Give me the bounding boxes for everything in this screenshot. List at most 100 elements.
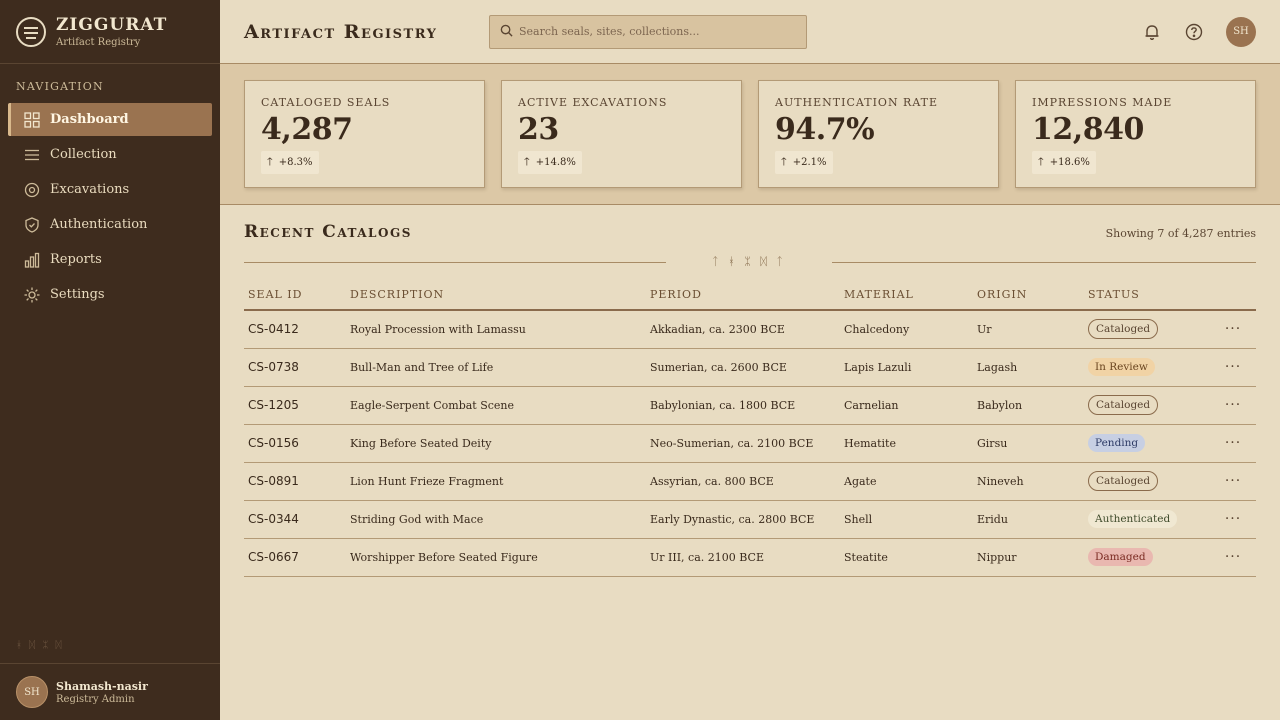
stat-delta-badge: 🡑 +2.1%: [775, 151, 833, 174]
sidebar-item-reports[interactable]: Reports: [8, 243, 212, 276]
period: Babylonian, ca. 1800 BCE: [646, 386, 840, 425]
brand-subtitle: Artifact Registry: [56, 37, 141, 48]
row-more-icon[interactable]: ···: [1206, 538, 1256, 577]
material: Lapis Lazuli: [840, 348, 973, 387]
help-icon[interactable]: [1182, 20, 1206, 44]
description: Worshipper Before Seated Figure: [346, 538, 646, 577]
table-header-row: SEAL ID DESCRIPTION PERIOD MATERIAL ORIG…: [244, 280, 1256, 311]
seal-id: CS-0156: [244, 424, 346, 463]
arrow-up-icon: 🡑: [781, 155, 787, 168]
search-bar[interactable]: [489, 14, 807, 49]
material: Carnelian: [840, 386, 973, 425]
sidebar-item-collection[interactable]: Collection: [8, 138, 212, 171]
status-badge: Damaged: [1088, 548, 1153, 566]
seal-id: CS-1205: [244, 386, 346, 425]
row-more-icon[interactable]: ···: [1206, 462, 1256, 501]
material: Hematite: [840, 424, 973, 463]
sidebar: ZIGGURAT Artifact Registry NAVIGATION Da…: [0, 0, 220, 720]
stat-card-cataloged-seals: CATALOGED SEALS 4,287 🡑 +8.3%: [244, 80, 485, 188]
stat-card-authentication-rate: AUTHENTICATION RATE 94.7% 🡑 +2.1%: [758, 80, 999, 188]
origin: Lagash: [973, 348, 1084, 387]
brand-name: ZIGGURAT: [56, 15, 168, 35]
sidebar-item-label: Collection: [50, 147, 117, 162]
period: Early Dynastic, ca. 2800 BCE: [646, 500, 840, 539]
material: Agate: [840, 462, 973, 501]
catalog-table: SEAL ID DESCRIPTION PERIOD MATERIAL ORIG…: [244, 280, 1256, 577]
period: Assyrian, ca. 800 BCE: [646, 462, 840, 501]
search-icon: [500, 22, 513, 41]
material: Shell: [840, 500, 973, 539]
column-header-status[interactable]: STATUS: [1084, 280, 1206, 311]
column-header-description[interactable]: DESCRIPTION: [346, 280, 646, 311]
arrow-up-icon: 🡑: [267, 155, 273, 168]
stat-card-impressions-made: IMPRESSIONS MADE 12,840 🡑 +18.6%: [1015, 80, 1256, 188]
period: Sumerian, ca. 2600 BCE: [646, 348, 840, 387]
table-row[interactable]: CS-0344 Striding God with Mace Early Dyn…: [244, 500, 1256, 539]
list-icon: [24, 147, 40, 163]
avatar: SH: [16, 676, 48, 708]
table-row[interactable]: CS-0891 Lion Hunt Frieze Fragment Assyri…: [244, 462, 1256, 501]
user-name: Shamash-nasir: [56, 679, 148, 693]
column-header-material[interactable]: MATERIAL: [840, 280, 973, 311]
header-avatar[interactable]: SH: [1226, 16, 1256, 47]
description: Royal Procession with Lamassu: [346, 310, 646, 349]
stat-value: 94.7%: [775, 112, 875, 147]
column-header-origin[interactable]: ORIGIN: [973, 280, 1084, 311]
shield-check-icon: [24, 216, 40, 233]
row-more-icon[interactable]: ···: [1206, 386, 1256, 425]
table-row[interactable]: CS-0738 Bull-Man and Tree of Life Sumeri…: [244, 348, 1256, 387]
column-header-actions: [1206, 280, 1256, 311]
row-more-icon[interactable]: ···: [1206, 348, 1256, 387]
stat-label: AUTHENTICATION RATE: [775, 96, 939, 109]
column-header-seal-id[interactable]: SEAL ID: [244, 280, 346, 311]
stat-delta-badge: 🡑 +14.8%: [518, 151, 582, 174]
status-badge: In Review: [1088, 358, 1155, 376]
cuneiform-ornament-icon: ᛏ ᚼ ᛯ ᛞ ᛏ: [712, 255, 786, 268]
status-badge: Authenticated: [1088, 510, 1178, 528]
row-more-icon[interactable]: ···: [1206, 310, 1256, 349]
seal-id: CS-0738: [244, 348, 346, 387]
user-role: Registry Admin: [56, 693, 135, 705]
origin: Girsu: [973, 424, 1084, 463]
material: Chalcedony: [840, 310, 973, 349]
origin: Nippur: [973, 538, 1084, 577]
page-title: Artifact Registry: [244, 20, 438, 43]
stat-value: 4,287: [261, 112, 353, 147]
status-badge: Pending: [1088, 434, 1146, 452]
table-row[interactable]: CS-0412 Royal Procession with Lamassu Ak…: [244, 310, 1256, 349]
stat-delta-badge: 🡑 +18.6%: [1032, 151, 1096, 174]
stat-label: CATALOGED SEALS: [261, 96, 391, 109]
stat-delta: +2.1%: [792, 157, 827, 168]
status-badge: Cataloged: [1088, 319, 1159, 340]
table-row[interactable]: CS-1205 Eagle-Serpent Combat Scene Babyl…: [244, 386, 1256, 425]
sidebar-item-settings[interactable]: Settings: [8, 278, 212, 311]
material: Steatite: [840, 538, 973, 577]
column-header-period[interactable]: PERIOD: [646, 280, 840, 311]
stat-label: ACTIVE EXCAVATIONS: [518, 96, 668, 109]
brand[interactable]: ZIGGURAT Artifact Registry: [0, 0, 220, 64]
row-more-icon[interactable]: ···: [1206, 500, 1256, 539]
row-more-icon[interactable]: ···: [1206, 424, 1256, 463]
sidebar-item-authentication[interactable]: Authentication: [8, 208, 212, 241]
description: Bull-Man and Tree of Life: [346, 348, 646, 387]
origin: Ur: [973, 310, 1084, 349]
sidebar-item-excavations[interactable]: Excavations: [8, 173, 212, 206]
top-header: Artifact Registry SH: [220, 0, 1280, 64]
cuneiform-ornament-icon: ᚼ ᛞ ᛯ ᛞ: [16, 640, 64, 651]
target-icon: [24, 182, 40, 198]
period: Akkadian, ca. 2300 BCE: [646, 310, 840, 349]
table-row[interactable]: CS-0156 King Before Seated Deity Neo-Sum…: [244, 424, 1256, 463]
search-input[interactable]: [519, 25, 789, 38]
sidebar-item-dashboard[interactable]: Dashboard: [8, 103, 212, 136]
stat-card-active-excavations: ACTIVE EXCAVATIONS 23 🡑 +14.8%: [501, 80, 742, 188]
stat-value: 12,840: [1032, 112, 1144, 147]
ornamental-divider: ᛏ ᚼ ᛯ ᛞ ᛏ: [244, 255, 1256, 268]
section-title: Recent Catalogs: [244, 222, 412, 242]
table-row[interactable]: CS-0667 Worshipper Before Seated Figure …: [244, 538, 1256, 577]
description: Lion Hunt Frieze Fragment: [346, 462, 646, 501]
description: King Before Seated Deity: [346, 424, 646, 463]
sidebar-item-label: Reports: [50, 252, 102, 267]
notifications-bell-icon[interactable]: [1140, 20, 1164, 44]
user-profile[interactable]: SH Shamash-nasir Registry Admin: [0, 663, 220, 720]
stat-delta: +8.3%: [278, 157, 313, 168]
